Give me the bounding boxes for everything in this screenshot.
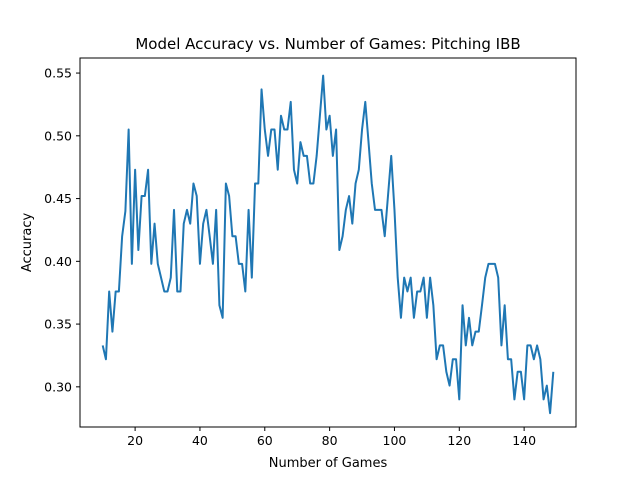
y-tick-label: 0.35 xyxy=(44,317,72,332)
x-tick-label: 80 xyxy=(322,433,338,448)
x-axis: 20 40 60 80 100 120 140 xyxy=(127,427,536,448)
axes-frame xyxy=(79,57,577,428)
y-tick-label: 0.45 xyxy=(44,191,72,206)
y-tick-label: 0.50 xyxy=(44,128,72,143)
x-axis-label: Number of Games xyxy=(269,456,388,471)
y-axis-label: Accuracy xyxy=(20,213,35,273)
y-tick-label: 0.40 xyxy=(44,254,72,269)
chart-title: Model Accuracy vs. Number of Games: Pitc… xyxy=(135,35,520,53)
x-tick-label: 100 xyxy=(383,433,407,448)
x-tick-label: 140 xyxy=(512,433,536,448)
series-line-0 xyxy=(101,74,555,415)
x-tick-label: 120 xyxy=(447,433,471,448)
plot-area xyxy=(101,74,555,415)
x-tick-label: 20 xyxy=(127,433,143,448)
y-tick-label: 0.55 xyxy=(44,66,72,81)
x-tick-label: 40 xyxy=(192,433,208,448)
y-tick-label: 0.30 xyxy=(44,379,72,394)
y-axis: 0.30 0.35 0.40 0.45 0.50 0.55 xyxy=(44,66,80,394)
x-tick-label: 60 xyxy=(257,433,273,448)
